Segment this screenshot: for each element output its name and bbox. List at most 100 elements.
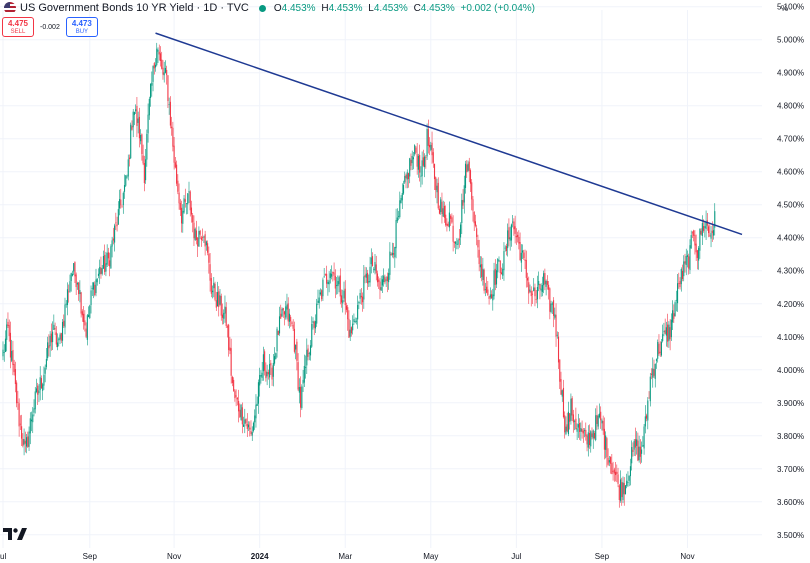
symbol-title[interactable]: US Government Bonds 10 YR Yield · 1D · T… xyxy=(20,2,249,14)
candle-body xyxy=(345,305,348,310)
candle-body xyxy=(362,296,364,303)
candle-body xyxy=(194,228,196,240)
candle-body xyxy=(224,306,226,314)
candle-body xyxy=(606,438,608,458)
candle-body xyxy=(503,251,505,271)
candle-body xyxy=(622,482,624,501)
candle-body xyxy=(111,240,113,247)
y-tick-label: 4.700% xyxy=(777,135,804,144)
candle-body xyxy=(182,210,184,224)
candle-body xyxy=(75,274,77,288)
candle-body xyxy=(642,445,644,447)
candle-body xyxy=(669,327,671,340)
candle-body xyxy=(50,333,52,343)
candle-body xyxy=(576,428,578,432)
candle-body xyxy=(412,157,414,160)
candle-body xyxy=(35,388,38,392)
sell-button[interactable]: 4.475 SELL xyxy=(2,17,34,37)
candle-body xyxy=(411,155,413,164)
candle-body xyxy=(514,226,516,234)
candle-body xyxy=(215,300,217,308)
candle-body xyxy=(504,247,506,249)
candle-body xyxy=(391,252,393,256)
candle-body xyxy=(548,284,550,290)
candle-body xyxy=(610,457,612,464)
y-tick-label: 4.600% xyxy=(777,168,804,177)
candle-body xyxy=(11,351,13,361)
candle-body xyxy=(648,397,650,399)
candle-body xyxy=(244,419,246,424)
candle-body xyxy=(512,221,514,223)
candle-body xyxy=(210,278,212,294)
candle-body xyxy=(188,191,190,193)
trendline[interactable] xyxy=(155,32,743,236)
candle-body xyxy=(229,347,231,351)
candle-body xyxy=(417,155,419,170)
candle-body xyxy=(59,334,61,340)
x-axis[interactable]: ul Sep Nov 2024 Mar May Jul Sep Nov xyxy=(0,552,695,561)
candle-body xyxy=(445,214,447,226)
candle-body xyxy=(488,296,490,299)
x-tick-label: May xyxy=(423,552,438,561)
candle-body xyxy=(627,482,629,483)
candle-body xyxy=(185,203,188,205)
candle-body xyxy=(623,483,625,495)
candle-body xyxy=(43,374,45,386)
candle-body xyxy=(571,398,573,416)
candle-body xyxy=(24,440,26,444)
candle-body xyxy=(668,324,670,341)
tradingview-logo-icon[interactable] xyxy=(3,527,27,545)
candle-body xyxy=(245,418,247,424)
candle-body xyxy=(550,303,552,313)
candle-body xyxy=(60,333,62,341)
candle-body xyxy=(255,404,257,419)
candle-body xyxy=(220,295,222,316)
y-tick-label: 3.500% xyxy=(777,531,804,540)
candle-body xyxy=(429,144,431,148)
candle-body xyxy=(505,246,507,252)
candle-body xyxy=(271,367,273,380)
candle-body xyxy=(74,261,76,277)
y-axis[interactable]: 5.100% 5.000% 4.900% 4.800% 4.700% 4.600% 4.50… xyxy=(777,3,804,540)
candle-body xyxy=(156,48,158,66)
candle-body xyxy=(435,177,437,191)
candle-body xyxy=(455,241,457,244)
buy-button[interactable]: 4.473 BUY xyxy=(65,17,98,37)
candle-body xyxy=(230,348,232,376)
candle-body xyxy=(251,432,253,436)
candle-body xyxy=(636,439,638,446)
candle-body xyxy=(534,287,536,297)
candle-body xyxy=(665,327,667,336)
candle-body xyxy=(426,128,428,157)
candle-body xyxy=(234,390,236,399)
candle-body xyxy=(126,176,128,178)
candle-body xyxy=(70,273,72,282)
candle-body xyxy=(151,82,153,86)
candle-body xyxy=(22,438,24,446)
candle-body xyxy=(162,67,164,75)
candle-body xyxy=(566,424,568,432)
candle-body xyxy=(39,377,41,391)
candle-body xyxy=(638,446,640,461)
candle-body xyxy=(457,240,459,245)
candle-body xyxy=(591,433,593,437)
candle-body xyxy=(167,75,169,102)
candle-body xyxy=(189,191,191,211)
candle-body xyxy=(641,449,643,454)
candle-body xyxy=(652,368,654,378)
candle-body xyxy=(177,180,179,192)
candle-body xyxy=(355,320,357,322)
candle-body xyxy=(510,224,512,241)
candle-body xyxy=(71,273,73,276)
candle-body xyxy=(27,436,29,447)
candle-body xyxy=(164,67,166,73)
candle-body xyxy=(216,292,219,307)
candle-body xyxy=(374,262,376,271)
candle-body xyxy=(611,463,613,474)
candle-body xyxy=(376,273,379,283)
candle-body xyxy=(456,243,458,245)
y-tick-label: 5.000% xyxy=(777,36,804,45)
candle-body xyxy=(266,371,268,377)
candle-body xyxy=(296,341,298,361)
